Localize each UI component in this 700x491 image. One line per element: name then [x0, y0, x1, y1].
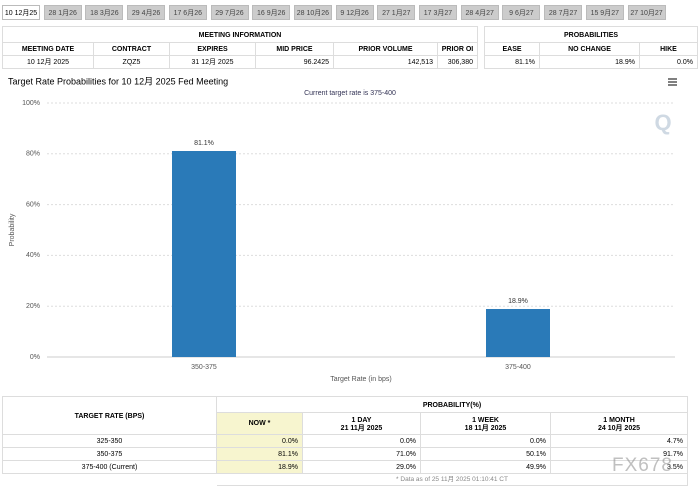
logo: Q	[654, 110, 671, 135]
table-title: PROBABILITIES	[484, 26, 698, 43]
tab[interactable]: 17 6月26	[168, 5, 207, 20]
table-cell: 18.9%	[217, 461, 303, 474]
table-cell: 0.0%	[640, 56, 698, 69]
table-cell: 81.1%	[484, 56, 540, 69]
bar	[172, 151, 236, 357]
column-name: 1 DAY	[351, 417, 372, 424]
table-cell: 49.9%	[421, 461, 551, 474]
y-tick-label: 80%	[26, 151, 40, 158]
column-header: TARGET RATE (BPS)	[2, 396, 217, 435]
table-cell: 4.7%	[551, 435, 688, 448]
tab[interactable]: 17 3月27	[419, 5, 457, 20]
column-header: 1 MONTH 24 10月 2025	[551, 413, 688, 435]
column-header: EXPIRES	[170, 43, 256, 56]
column-header: PRIOR OI	[438, 43, 478, 56]
table-cell: 91.7%	[551, 448, 688, 461]
column-header: PRIOR VOLUME	[334, 43, 438, 56]
watermark: FX678	[612, 455, 673, 476]
table-cell: 0.0%	[303, 435, 421, 448]
table-cell: 0.0%	[217, 435, 303, 448]
column-date: 24 10月 2025	[597, 425, 641, 432]
x-tick-label: 350-375	[191, 364, 217, 371]
x-axis-title: Target Rate (in bps)	[330, 376, 391, 383]
tab[interactable]: 15 9月27	[585, 5, 624, 20]
tab[interactable]: 18 3月26	[85, 5, 124, 20]
table-cell: 306,380	[438, 56, 478, 69]
data-label: 81.1%	[194, 140, 214, 147]
tab[interactable]: 27 10月27	[627, 5, 666, 20]
column-date: 21 11月 2025	[340, 425, 383, 432]
tab[interactable]: 28 1月26	[43, 5, 82, 20]
column-header: NOW *	[217, 413, 303, 435]
tab[interactable]: 27 1月27	[377, 5, 416, 20]
y-tick-label: 60%	[26, 201, 40, 208]
column-header: PROBABILITY(%)	[217, 396, 688, 413]
tab[interactable]: 29 7月26	[210, 5, 249, 20]
chart-frame	[2, 72, 698, 392]
table-cell: ZQZ5	[94, 56, 170, 69]
table-cell: 142,513	[334, 56, 438, 69]
y-tick-label: 100%	[22, 100, 40, 107]
column-name: 1 WEEK	[472, 417, 499, 424]
table-cell: 325-350	[2, 435, 217, 448]
table-cell: 96.2425	[256, 56, 334, 69]
table-cell: 3.5%	[551, 461, 688, 474]
table-cell: 375-400 (Current)	[2, 461, 217, 474]
table-cell: 71.0%	[303, 448, 421, 461]
table-cell: 50.1%	[421, 448, 551, 461]
data-label: 18.9%	[508, 298, 528, 305]
y-tick-label: 40%	[26, 252, 40, 259]
menu-icon[interactable]	[668, 78, 677, 86]
chart-subtitle: Current target rate is 375-400	[304, 90, 396, 97]
column-header: NO CHANGE	[540, 43, 640, 56]
table-cell: 0.0%	[421, 435, 551, 448]
bar	[486, 308, 550, 357]
column-header: MID PRICE	[256, 43, 334, 56]
x-tick-label: 375-400	[505, 364, 531, 371]
column-header: CONTRACT	[94, 43, 170, 56]
column-header: 1 DAY 21 11月 2025	[303, 413, 421, 435]
tab[interactable]: 28 4月27	[460, 5, 499, 20]
column-header: HIKE	[640, 43, 698, 56]
column-name: 1 MONTH	[603, 417, 635, 424]
column-name: NOW *	[248, 420, 271, 427]
table-cell: 18.9%	[540, 56, 640, 69]
column-header: 1 WEEK 18 11月 2025	[421, 413, 551, 435]
table-cell: 350-375	[2, 448, 217, 461]
chart-title: Target Rate Probabilities for 10 12月 202…	[8, 76, 228, 86]
tab[interactable]: 10 12月25	[2, 5, 40, 20]
table-cell: 81.1%	[217, 448, 303, 461]
table-title: MEETING INFORMATION	[2, 26, 478, 43]
table-cell: 10 12月 2025	[2, 56, 94, 69]
tab[interactable]: 16 9月26	[252, 5, 291, 20]
y-axis-title: Probability	[9, 213, 16, 246]
y-tick-label: 20%	[26, 303, 40, 310]
column-header: EASE	[484, 43, 540, 56]
table-cell: 31 12月 2025	[170, 56, 256, 69]
column-header: MEETING DATE	[2, 43, 94, 56]
column-date: 18 11月 2025	[464, 425, 507, 432]
tab[interactable]: 9 6月27	[502, 5, 541, 20]
tab[interactable]: 28 7月27	[544, 5, 583, 20]
tab[interactable]: 29 4月26	[127, 5, 166, 20]
table-cell: 29.0%	[303, 461, 421, 474]
footnote: * Data as of 25 11月 2025 01:10:41 CT	[217, 474, 688, 486]
y-tick-label: 0%	[30, 354, 40, 361]
tab[interactable]: 9 12月26	[335, 5, 374, 20]
tab[interactable]: 28 10月26	[293, 5, 332, 20]
chart: Target Rate Probabilities for 10 12月 202…	[2, 72, 698, 392]
